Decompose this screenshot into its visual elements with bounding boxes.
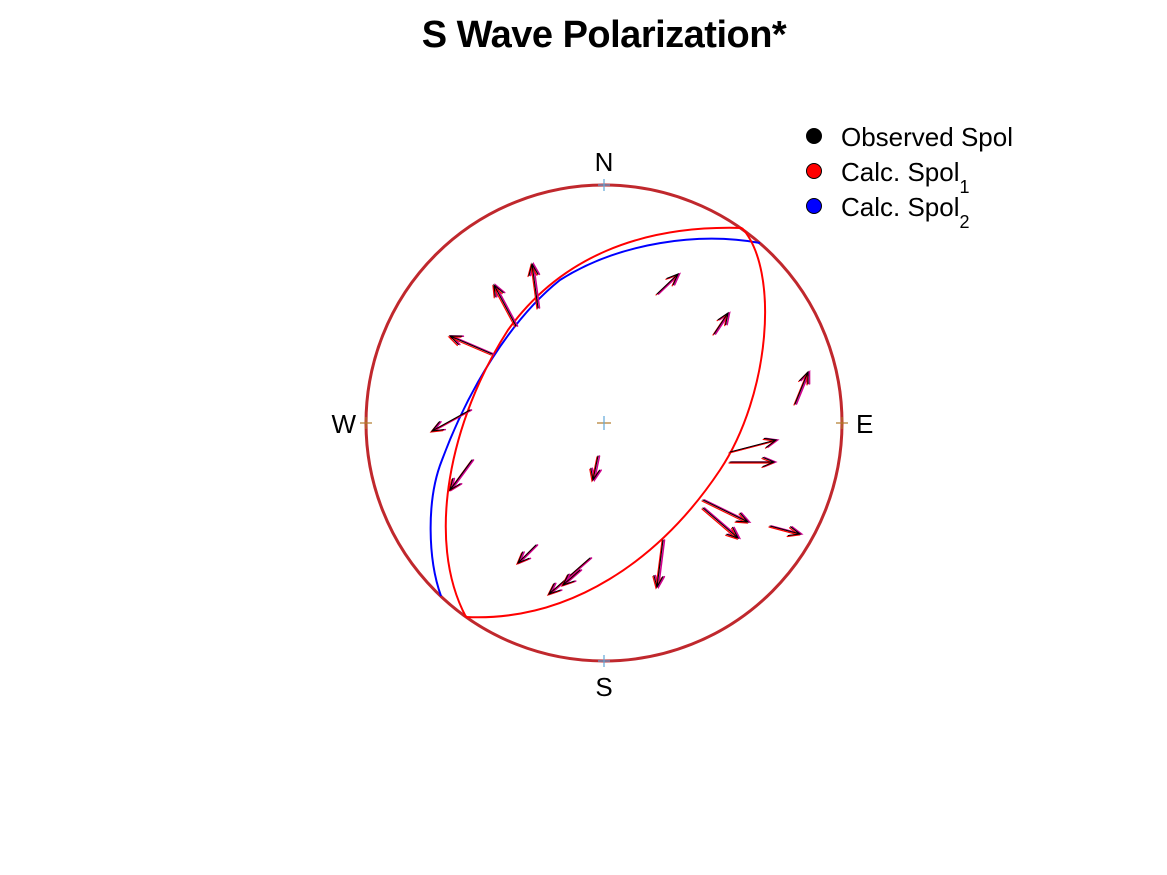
observed-arrow-14 bbox=[653, 539, 664, 589]
east-label: E bbox=[856, 409, 873, 439]
observed-arrow-3 bbox=[430, 409, 471, 432]
calc-spol-2-curve bbox=[429, 237, 761, 597]
observed-arrow-2 bbox=[448, 335, 493, 355]
calc-spol-1-arrow-1 bbox=[527, 263, 538, 310]
calc-spol-2-arrow-16 bbox=[548, 557, 593, 596]
legend-item-calc-1: Calc. Spol1 bbox=[806, 157, 1013, 197]
calc-spol-1-arrow-2 bbox=[447, 336, 492, 356]
legend-marker-calc-2 bbox=[806, 198, 822, 214]
chart-title: S Wave Polarization* bbox=[421, 14, 787, 56]
north-tick bbox=[598, 179, 610, 191]
calc-spol-2-arrow-4 bbox=[450, 459, 475, 492]
observed-arrow-5 bbox=[590, 455, 601, 482]
nodal-plane-1 bbox=[444, 226, 743, 618]
observed-arrow-7 bbox=[713, 311, 729, 335]
center-cross bbox=[597, 416, 611, 430]
east-tick bbox=[836, 417, 848, 429]
observed-arrow-9 bbox=[729, 437, 778, 453]
nodal-plane-2 bbox=[465, 227, 767, 619]
observed-arrow-12 bbox=[702, 507, 740, 539]
observed-arrow-4 bbox=[449, 459, 473, 492]
legend-label-calc-1: Calc. Spol bbox=[841, 157, 960, 187]
west-tick bbox=[360, 417, 372, 429]
legend-marker-observed bbox=[806, 128, 822, 144]
calc-spol-1-arrow-0 bbox=[492, 284, 516, 328]
calc-spol-1-arrow-13 bbox=[768, 526, 801, 538]
calc-spol-1-arrow-11 bbox=[701, 500, 749, 524]
polarization-arrows bbox=[429, 261, 811, 597]
observed-arrow-6 bbox=[656, 272, 680, 295]
calc-spol-1-arrow-10 bbox=[728, 457, 775, 469]
north-label: N bbox=[595, 147, 614, 177]
legend: Observed Spol Calc. Spol1 Calc. Spol2 bbox=[806, 122, 1013, 232]
legend-sub-calc-1: 1 bbox=[959, 177, 970, 197]
calc-spol-2-arrow-2 bbox=[449, 335, 495, 355]
observed-arrow-8 bbox=[794, 370, 809, 405]
west-label: W bbox=[331, 409, 356, 439]
south-tick bbox=[598, 655, 610, 667]
legend-item-observed: Observed Spol bbox=[806, 122, 1013, 157]
south-label: S bbox=[595, 672, 612, 702]
legend-label-observed: Observed Spol bbox=[841, 122, 1013, 152]
legend-sub-calc-2: 2 bbox=[959, 212, 970, 232]
observed-arrow-13 bbox=[769, 525, 802, 537]
observed-arrow-15 bbox=[516, 544, 537, 565]
legend-marker-calc-1 bbox=[806, 163, 822, 179]
calc-spol-2-arrow-14 bbox=[654, 539, 666, 590]
calc-spol-1-arrow-12 bbox=[701, 508, 739, 541]
observed-arrow-11 bbox=[702, 499, 750, 523]
observed-arrow-0 bbox=[493, 283, 517, 327]
observed-arrow-17 bbox=[561, 569, 581, 586]
legend-item-calc-2: Calc. Spol2 bbox=[806, 192, 1013, 232]
observed-arrow-1 bbox=[528, 262, 539, 309]
legend-label-calc-2: Calc. Spol bbox=[841, 192, 960, 222]
observed-arrow-10 bbox=[729, 456, 776, 468]
